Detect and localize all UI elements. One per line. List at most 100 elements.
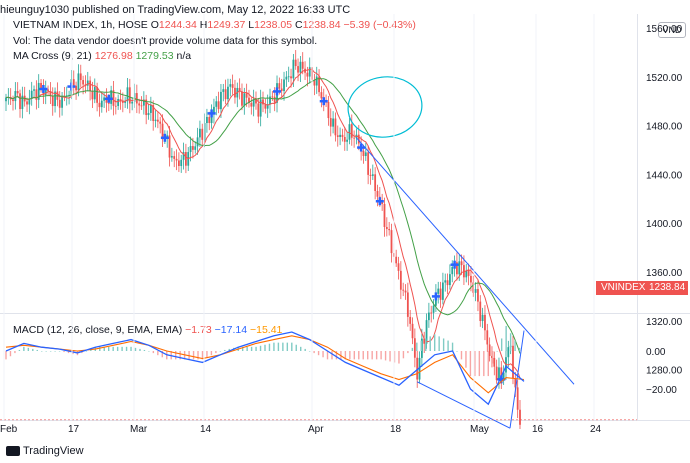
candle-body: [112, 90, 115, 106]
macd-histogram-bar: [487, 351, 489, 377]
publisher-text: hieunguy1030 published on TradingView.co…: [0, 4, 351, 16]
currency-badge[interactable]: VND: [658, 22, 686, 38]
macd-histogram-bar: [233, 347, 235, 351]
macd-histogram-bar: [197, 351, 199, 360]
candle-body: [61, 96, 63, 108]
macd-histogram-bar: [72, 351, 74, 355]
candle-body: [194, 146, 197, 150]
candle-body: [273, 96, 276, 103]
macd-histogram-bar: [308, 351, 311, 352]
downtrend-line-upper: [356, 137, 575, 385]
candle-body: [21, 95, 24, 110]
macd-histogram-bar: [210, 351, 213, 356]
macd-histogram-bar: [291, 342, 293, 351]
macd-histogram-bar: [375, 351, 378, 360]
candle-body: [458, 261, 461, 275]
macd-histogram-bar: [371, 351, 373, 360]
macd-histogram-bar: [295, 344, 297, 351]
candle-body: [308, 67, 311, 77]
macd-histogram-bar: [277, 342, 280, 351]
candle-body: [12, 99, 14, 102]
candle-body: [420, 338, 423, 358]
close-label: C: [295, 19, 303, 31]
time-tick-label: 24: [590, 424, 602, 435]
macd-histogram-bar: [139, 348, 141, 351]
macd-histogram-bar: [250, 346, 253, 351]
candle-body: [208, 116, 211, 124]
price-tick-label: 1520.00: [646, 73, 683, 84]
macd-histogram-bar: [179, 351, 181, 360]
macd-histogram-bar: [358, 351, 360, 360]
candle-body: [138, 103, 141, 106]
macd-legend: MACD (12, 26, close, 9, EMA, EMA) −1.73 …: [13, 324, 282, 336]
macd-histogram-bar: [451, 342, 454, 351]
macd-histogram-bar: [161, 351, 163, 358]
candle-body: [110, 90, 113, 104]
candle-body: [266, 104, 269, 109]
macd-line: [5, 331, 525, 406]
candle-body: [156, 119, 159, 122]
candle-body: [182, 152, 185, 160]
candle-body: [229, 84, 232, 87]
candle-body: [105, 97, 108, 103]
candle-body: [357, 134, 360, 144]
candle-body: [236, 87, 239, 98]
ma-cross-legend: MA Cross (9, 21) 1276.98 1279.53 n/a: [13, 50, 191, 62]
macd-histogram-bar: [518, 347, 521, 351]
candle-body: [465, 270, 468, 278]
macd-histogram-bar: [505, 325, 507, 351]
time-tick-label: 14: [200, 424, 212, 435]
candle-body: [449, 274, 451, 286]
macd-histogram-bar: [166, 351, 168, 360]
time-tick-label: 18: [390, 424, 402, 435]
candle-body: [416, 357, 419, 380]
candle-body: [79, 73, 82, 81]
macd-histogram-bar: [255, 346, 257, 351]
candle-body: [128, 87, 131, 104]
macd-histogram-bar: [67, 351, 70, 354]
candle-body: [84, 84, 87, 86]
highlight-ellipse: [347, 76, 423, 138]
candle-body: [477, 289, 479, 302]
macd-histogram-bar: [331, 351, 333, 360]
candle-body: [72, 79, 75, 86]
candle-body: [49, 91, 52, 97]
candle-body: [133, 93, 136, 102]
tradingview-footer[interactable]: TradingView: [6, 445, 84, 457]
candle-body: [37, 82, 40, 100]
candle-body: [402, 289, 405, 291]
candle-body: [425, 320, 428, 344]
candle-body: [427, 312, 430, 321]
candle-body: [502, 372, 505, 380]
macd-histogram-bar: [183, 351, 186, 360]
macd-label: MACD (12, 26, close, 9, EMA, EMA): [13, 324, 183, 336]
ma-slow-value: 1279.53: [135, 50, 174, 62]
candle-body: [217, 101, 220, 110]
macd-histogram-bar: [353, 351, 356, 360]
close-value: 1238.84: [302, 19, 341, 31]
candle-body: [287, 76, 290, 78]
candle-body: [430, 312, 433, 314]
candle-body: [98, 102, 101, 108]
candle-body: [364, 152, 367, 157]
ma-cross-marker: [67, 82, 76, 91]
candle-body: [65, 95, 68, 97]
candle-body: [320, 92, 323, 99]
candle-body: [350, 124, 353, 138]
price-tag-value: 1238.84: [649, 282, 686, 293]
candle-body: [234, 87, 236, 98]
ma-cross-marker: [450, 260, 459, 269]
macd-histogram-bar: [130, 346, 132, 351]
candle-body: [299, 61, 302, 73]
symbol-label: VIETNAM INDEX, 1h, HOSE: [13, 19, 148, 31]
ma-cross-marker: [104, 94, 113, 103]
candle-body: [35, 89, 38, 100]
candle-body: [329, 118, 332, 127]
macd-histogram-bar: [416, 342, 418, 351]
candle-body: [442, 282, 444, 300]
macd-histogram-bar: [108, 346, 110, 351]
candle-body: [159, 121, 162, 124]
macd-histogram-bar: [433, 334, 436, 351]
candle-body: [243, 93, 246, 106]
macd-histogram-bar: [41, 351, 43, 352]
